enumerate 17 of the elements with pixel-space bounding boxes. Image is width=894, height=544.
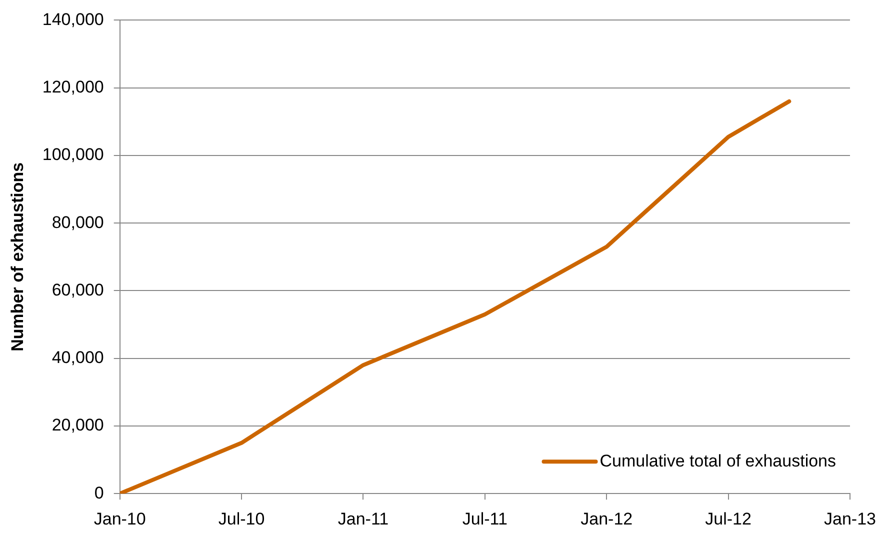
y-tick-label: 0 (94, 483, 104, 502)
x-tick-label: Jul-12 (705, 509, 752, 528)
x-tick-label: Jul-11 (462, 509, 508, 528)
y-tick-label: 100,000 (42, 145, 104, 164)
y-tick-label: 80,000 (52, 212, 104, 232)
y-tick-label: 40,000 (52, 348, 104, 368)
x-tick-label: Jan-10 (94, 509, 146, 528)
x-tick-label: Jan-13 (824, 509, 876, 528)
x-tick-label: Jul-10 (218, 509, 265, 528)
y-axis-title: Number of exhaustions (8, 162, 27, 352)
y-tick-label: 20,000 (52, 416, 104, 435)
y-tick-label: 60,000 (52, 280, 104, 300)
y-tick-label: 120,000 (42, 78, 104, 97)
x-tick-label: Jan-11 (338, 509, 389, 528)
x-tick-label: Jan-12 (580, 509, 633, 528)
y-tick-label: 140,000 (42, 10, 104, 29)
legend-label: Cumulative total of exhaustions (600, 451, 836, 470)
